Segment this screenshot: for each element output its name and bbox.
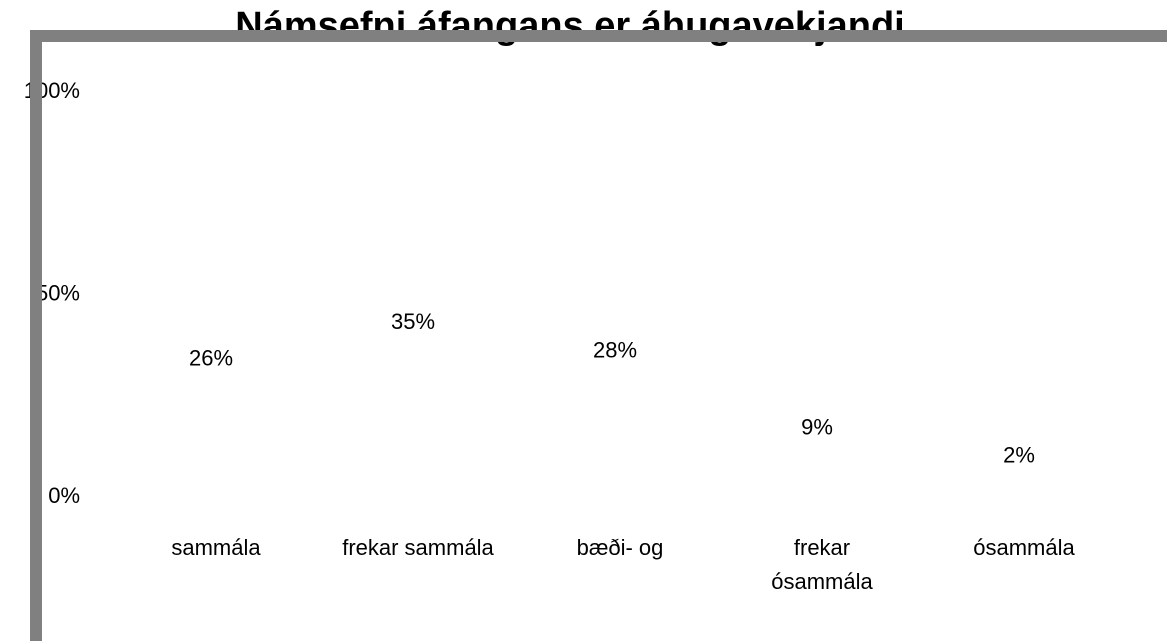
bar (963, 487, 1084, 495)
frame-top (30, 30, 1167, 42)
data-label: 2% (1003, 443, 1035, 468)
data-label: 26% (189, 346, 233, 371)
x-tick-label: frekar ósammála (771, 535, 873, 594)
y-tick-label: 50% (36, 280, 80, 305)
x-tick-label: bæði- og (577, 535, 664, 560)
bar (559, 382, 680, 495)
x-tick-label: frekar sammála (342, 535, 494, 560)
data-label: 35% (391, 309, 435, 334)
frame-left (30, 30, 42, 641)
bar (357, 353, 478, 495)
y-tick-label: 0% (48, 483, 80, 508)
bar (761, 459, 882, 495)
data-label: 28% (593, 337, 637, 362)
x-tick-label: ósammála (973, 535, 1075, 560)
x-tick-label: sammála (171, 535, 261, 560)
data-label: 9% (801, 414, 833, 439)
bar (155, 390, 276, 495)
